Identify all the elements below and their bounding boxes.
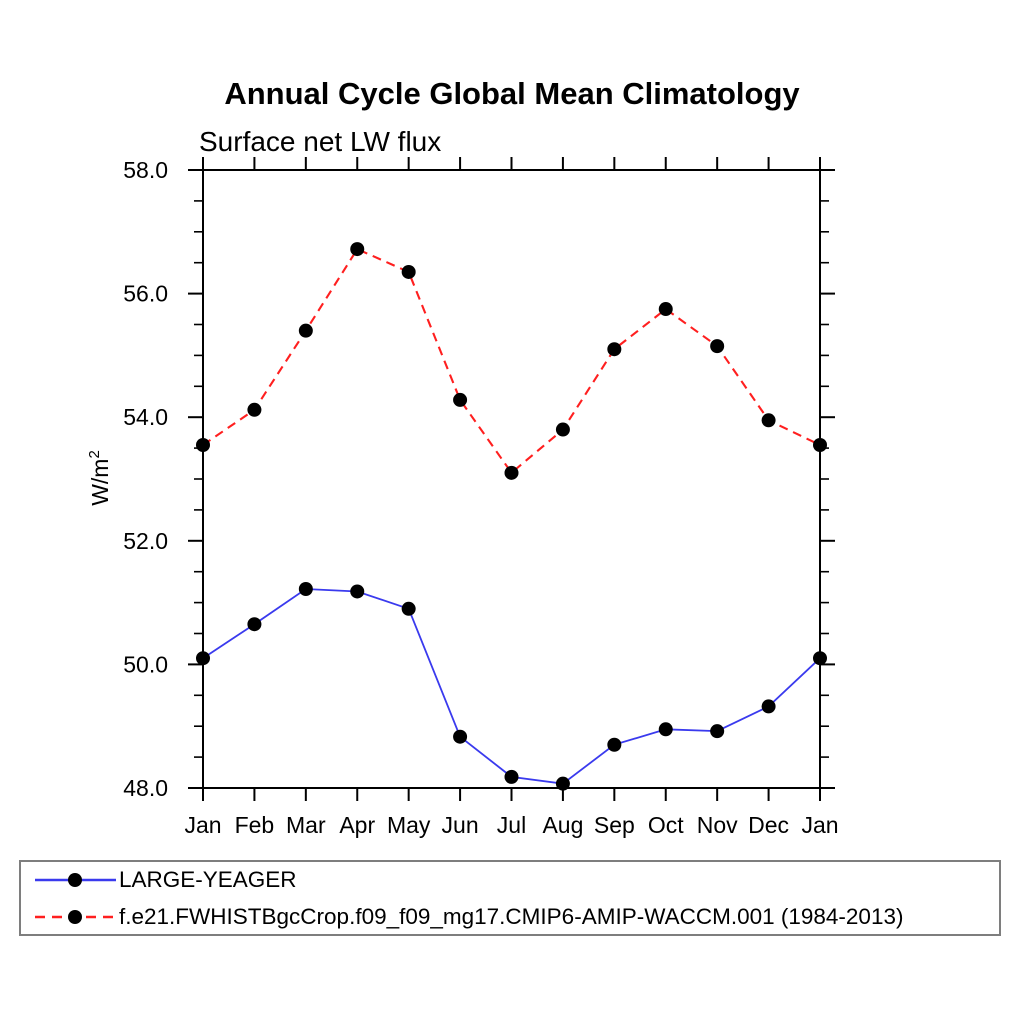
data-point-marker [504, 465, 519, 480]
data-point-marker [247, 617, 262, 632]
x-tick-label: Oct [648, 812, 684, 838]
data-point-marker [658, 722, 673, 737]
chart-title: Annual Cycle Global Mean Climatology [224, 76, 800, 111]
x-tick-label: Jun [442, 812, 479, 838]
data-point-marker [196, 438, 210, 453]
data-point-marker [350, 584, 365, 599]
legend-solid-line-swatch [35, 872, 116, 887]
x-tick-label: May [387, 812, 431, 838]
data-point-marker [196, 651, 210, 666]
data-point-marker [247, 402, 262, 417]
x-tick-label: Apr [339, 812, 375, 838]
x-tick-label: Dec [748, 812, 789, 838]
y-tick-label: 52.0 [123, 528, 168, 554]
legend-marker-dot-icon [68, 909, 82, 924]
data-point-marker [401, 264, 416, 279]
x-tick-label: Nov [697, 812, 738, 838]
y-tick-label: 48.0 [123, 775, 168, 801]
x-tick-label: Sep [594, 812, 635, 838]
data-point-marker [555, 422, 570, 437]
y-tick-label: 56.0 [123, 281, 168, 307]
y-tick-label: 54.0 [123, 404, 168, 430]
legend: LARGE-YEAGER f.e21.FWHISTBgcCrop.f09_f09… [19, 860, 1001, 936]
data-point-marker [298, 582, 313, 597]
x-tick-label: Jul [497, 812, 526, 838]
x-tick-label: Mar [286, 812, 326, 838]
data-point-marker [710, 724, 725, 739]
data-point-marker [658, 302, 673, 317]
legend-marker-dot-icon [68, 872, 82, 887]
series-line-0 [202, 588, 821, 785]
series-line-1 [202, 247, 821, 475]
x-tick-label: Feb [235, 812, 275, 838]
y-tick-label: 58.0 [123, 157, 168, 183]
x-tick-label: Aug [542, 812, 583, 838]
chart-subtitle: Surface net LW flux [199, 126, 442, 157]
data-point-marker [453, 392, 468, 407]
legend-dashed-line-swatch [35, 909, 116, 924]
data-point-marker [453, 729, 468, 744]
data-point-marker [607, 342, 622, 357]
y-tick-label: 50.0 [123, 651, 168, 677]
data-point-marker [298, 323, 313, 338]
legend-label-series-1: LARGE-YEAGER [119, 866, 297, 892]
legend-item-cmip6-run: f.e21.FWHISTBgcCrop.f09_f09_mg17.CMIP6-A… [35, 899, 999, 934]
data-point-marker [401, 601, 416, 616]
line-chart: Jan Feb Mar Apr May Jun Jul Aug Sep Oct Nov Dec Jan 4… [123, 157, 839, 838]
data-point-marker [813, 438, 827, 453]
data-point-marker [350, 242, 365, 257]
legend-label-series-2: f.e21.FWHISTBgcCrop.f09_f09_mg17.CMIP6-A… [119, 903, 904, 929]
x-tick-label: Jan [184, 812, 221, 838]
data-point-marker [555, 776, 570, 791]
x-tick-label: Jan [801, 812, 838, 838]
data-point-marker [761, 413, 776, 428]
data-point-marker [761, 699, 776, 714]
data-point-marker [607, 737, 622, 752]
data-point-marker [710, 339, 725, 354]
legend-item-large-yeager: LARGE-YEAGER [35, 862, 999, 897]
data-point-marker [504, 769, 519, 784]
data-point-marker [813, 651, 827, 666]
